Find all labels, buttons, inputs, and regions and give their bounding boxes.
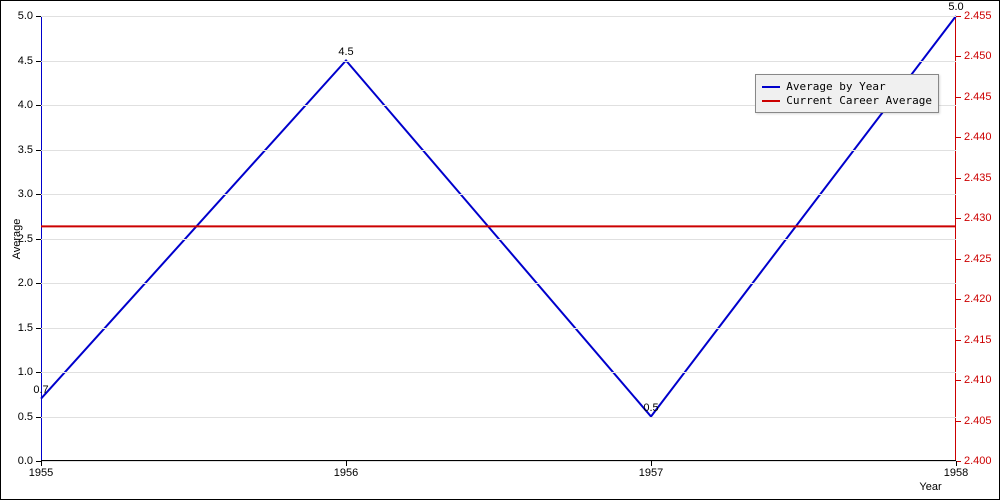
y-tick-label-left: 4.0	[18, 99, 33, 111]
x-tick-label: 1955	[29, 467, 53, 479]
legend-label: Average by Year	[786, 80, 885, 93]
y-tick-right	[956, 380, 961, 381]
data-point-label: 4.5	[338, 46, 353, 58]
y-tick-label-right: 2.415	[964, 334, 992, 346]
x-tick-label: 1958	[944, 467, 968, 479]
gridline	[41, 61, 956, 62]
gridline	[41, 283, 956, 284]
y-tick-label-left: 2.0	[18, 277, 33, 289]
x-tick	[41, 461, 42, 466]
y-tick-left	[36, 16, 41, 17]
y-tick-label-right: 2.410	[964, 374, 992, 386]
chart-container: 0.00.51.01.52.02.53.03.54.04.55.02.4002.…	[0, 0, 1000, 500]
data-point-label: 0.5	[643, 402, 658, 414]
gridline	[41, 194, 956, 195]
y-tick-right	[956, 178, 961, 179]
legend-swatch	[762, 86, 780, 88]
y-tick-label-right: 2.455	[964, 10, 992, 22]
y-axis-title: Average	[11, 218, 23, 259]
y-tick-label-left: 3.5	[18, 144, 33, 156]
y-tick-right	[956, 421, 961, 422]
legend-label: Current Career Average	[786, 94, 932, 107]
legend-item: Average by Year	[762, 80, 932, 93]
x-tick	[346, 461, 347, 466]
y-tick-label-left: 0.5	[18, 411, 33, 423]
y-tick-label-left: 1.0	[18, 366, 33, 378]
y-tick-label-right: 2.440	[964, 131, 992, 143]
y-tick-label-left: 5.0	[18, 10, 33, 22]
y-tick-label-left: 3.0	[18, 188, 33, 200]
data-point-label: 5.0	[948, 1, 963, 13]
y-tick-label-right: 2.425	[964, 253, 992, 265]
y-tick-label-right: 2.445	[964, 91, 992, 103]
y-tick-left	[36, 417, 41, 418]
y-tick-right	[956, 137, 961, 138]
y-tick-right	[956, 299, 961, 300]
y-tick-left	[36, 283, 41, 284]
y-tick-label-left: 0.0	[18, 455, 33, 467]
y-tick-left	[36, 150, 41, 151]
y-tick-left	[36, 328, 41, 329]
gridline	[41, 239, 956, 240]
legend-item: Current Career Average	[762, 94, 932, 107]
y-tick-right	[956, 56, 961, 57]
gridline	[41, 328, 956, 329]
gridline	[41, 16, 956, 17]
y-tick-right	[956, 259, 961, 260]
y-tick-label-right: 2.430	[964, 212, 992, 224]
y-tick-left	[36, 239, 41, 240]
y-tick-left	[36, 372, 41, 373]
y-tick-right	[956, 340, 961, 341]
y-tick-left	[36, 61, 41, 62]
y-tick-label-right: 2.450	[964, 50, 992, 62]
y-tick-left	[36, 105, 41, 106]
y-tick-right	[956, 97, 961, 98]
x-tick	[651, 461, 652, 466]
y-tick-right	[956, 16, 961, 17]
x-axis-title: Year	[919, 481, 941, 493]
legend: Average by YearCurrent Career Average	[755, 74, 939, 113]
y-tick-right	[956, 218, 961, 219]
y-tick-label-left: 4.5	[18, 55, 33, 67]
x-tick-label: 1956	[334, 467, 358, 479]
y-tick-label-right: 2.405	[964, 415, 992, 427]
gridline	[41, 461, 956, 462]
y-tick-label-left: 1.5	[18, 322, 33, 334]
x-tick-label: 1957	[639, 467, 663, 479]
gridline	[41, 372, 956, 373]
legend-swatch	[762, 100, 780, 102]
y-tick-label-right: 2.420	[964, 293, 992, 305]
x-tick	[956, 461, 957, 466]
data-point-label: 0.7	[33, 384, 48, 396]
y-tick-label-right: 2.435	[964, 172, 992, 184]
y-tick-label-right: 2.400	[964, 455, 992, 467]
y-tick-left	[36, 194, 41, 195]
gridline	[41, 417, 956, 418]
gridline	[41, 150, 956, 151]
